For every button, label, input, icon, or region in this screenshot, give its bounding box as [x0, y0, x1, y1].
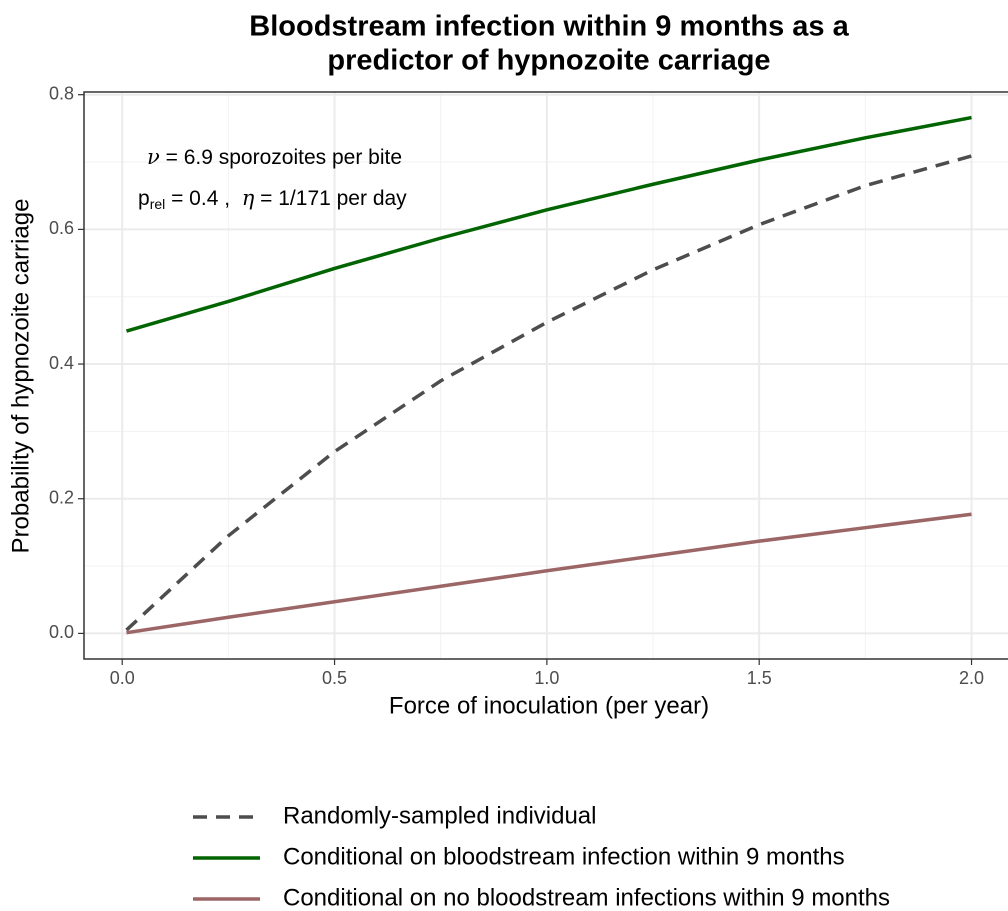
panel-border	[83, 91, 1008, 660]
annotation-text: = 6.9 sporozoites per bite	[160, 146, 402, 169]
y-tick-label: 0.2	[49, 487, 74, 507]
chart-title: predictor of hypnozoite carriage	[327, 45, 770, 77]
annotation-text: = 0.4 ,	[165, 187, 241, 210]
annotation-subscript: rel	[150, 196, 166, 212]
legend-label: Randomly-sampled individual	[283, 802, 597, 829]
legend-label: Conditional on no bloodstream infections…	[283, 884, 890, 911]
annotation-text: = 1/171 per day	[254, 187, 407, 210]
x-tick-label: 2.0	[959, 668, 984, 688]
x-tick-label: 0.5	[322, 668, 347, 688]
y-tick-label: 0.0	[49, 622, 74, 642]
y-tick-label: 0.6	[49, 218, 74, 238]
annotation-text: p	[138, 187, 150, 210]
line	[125, 115, 972, 333]
y-tick-label: 0.8	[49, 83, 74, 103]
x-tick-label: 1.0	[534, 668, 559, 688]
annotation: prel = 0.4 , η = 1/171 per day	[138, 186, 407, 212]
y-tick-label: 0.4	[49, 353, 74, 373]
legend-label: Conditional on bloodstream infection wit…	[283, 843, 845, 870]
annotation-symbol: η	[242, 186, 255, 210]
line	[125, 154, 973, 632]
plot-area	[84, 92, 1008, 659]
annotation: ν = 6.9 sporozoites per bite	[147, 145, 402, 169]
x-tick-label: 1.5	[747, 668, 772, 688]
annotation-symbol: ν	[147, 145, 160, 169]
chart-title: Bloodstream infection within 9 months as…	[249, 11, 849, 43]
x-tick-label: 0.0	[110, 668, 135, 688]
x-axis-label: Force of inoculation (per year)	[389, 692, 709, 719]
y-axis-label: Probability of hypnozoite carriage	[7, 199, 34, 554]
line	[126, 512, 972, 635]
